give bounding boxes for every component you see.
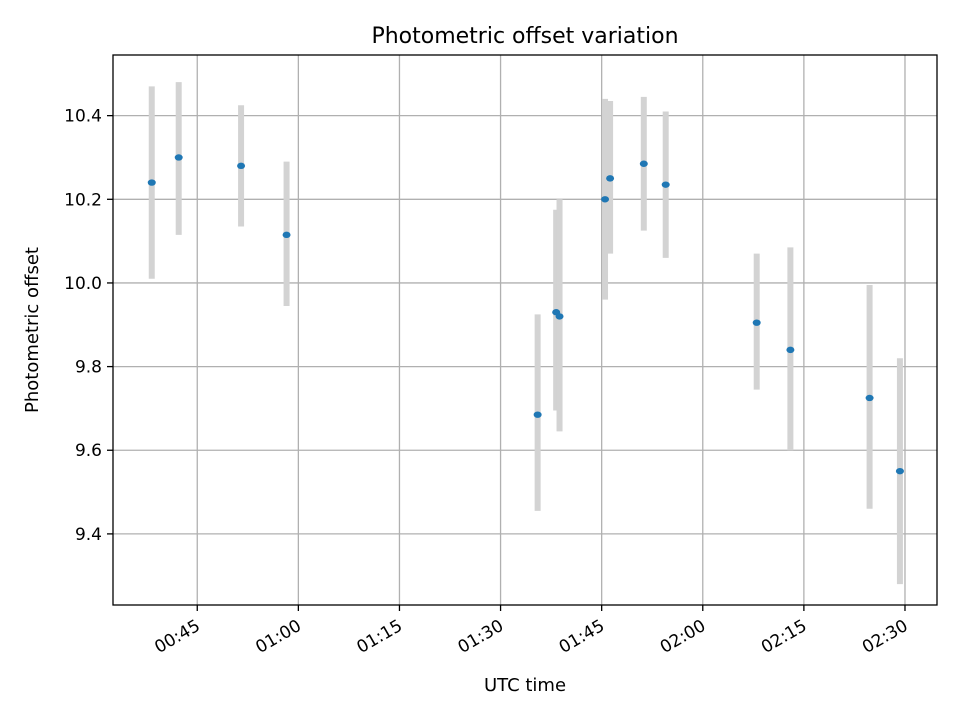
data-point xyxy=(752,319,761,326)
y-tick-label: 10.0 xyxy=(64,274,102,294)
data-points xyxy=(147,154,904,475)
data-point xyxy=(174,154,183,161)
data-point xyxy=(147,179,156,186)
y-tick-label: 10.2 xyxy=(64,190,102,210)
data-point xyxy=(601,196,610,203)
y-tick-label: 9.4 xyxy=(75,525,102,545)
x-axis-label: UTC time xyxy=(484,675,566,696)
data-point xyxy=(282,231,291,239)
plot-area-frame xyxy=(112,54,938,606)
grid-lines xyxy=(113,55,937,605)
y-tick-label: 10.4 xyxy=(64,107,102,127)
y-axis-label: Photometric offset xyxy=(22,247,43,413)
data-point xyxy=(237,162,246,170)
data-point xyxy=(865,394,874,402)
y-tick-label: 9.6 xyxy=(75,441,102,461)
data-point xyxy=(895,467,904,475)
y-axis-ticks: 9.4 9.6 9.8 10.0 10.2 10.4 xyxy=(64,107,113,545)
data-point xyxy=(639,160,648,167)
data-point xyxy=(786,346,795,354)
data-point xyxy=(555,313,564,320)
y-tick-label: 9.8 xyxy=(75,358,102,378)
data-point xyxy=(661,181,670,188)
chart-title: Photometric offset variation xyxy=(371,24,678,49)
data-point xyxy=(606,175,615,182)
data-point xyxy=(533,411,542,418)
